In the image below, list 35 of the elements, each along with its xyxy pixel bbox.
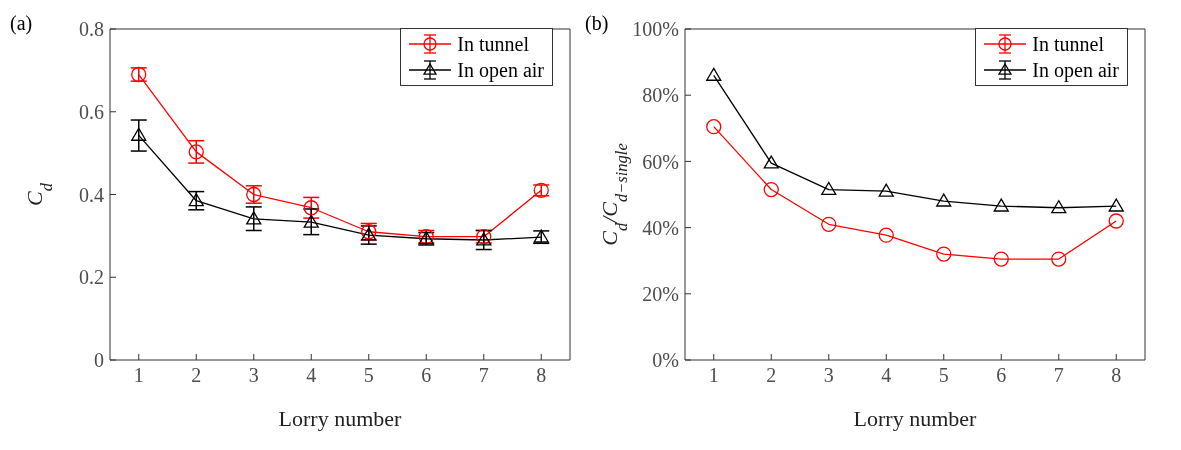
y-tick-label: 0.6 — [79, 100, 104, 123]
x-tick-label: 7 — [1053, 364, 1064, 387]
x-tick-label: 5 — [363, 364, 374, 387]
legend-label: In tunnel — [1032, 32, 1105, 56]
y-tick-label: 0.8 — [79, 18, 104, 41]
x-tick-label: 4 — [881, 364, 892, 387]
x-tick-label: 8 — [1111, 364, 1122, 387]
y-tick-label: 0% — [652, 349, 679, 372]
y-tick-label: 0 — [94, 349, 104, 372]
y-tick-label: 40% — [642, 216, 679, 239]
y-tick-label: 80% — [642, 84, 679, 107]
legend-label: In open air — [1032, 58, 1119, 82]
x-tick-label: 1 — [708, 364, 719, 387]
x-tick-label: 7 — [478, 364, 489, 387]
y-tick-label: 0.4 — [79, 183, 104, 206]
x-tick-label: 4 — [306, 364, 317, 387]
x-tick-label: 3 — [823, 364, 834, 387]
y-tick-label: 0.2 — [79, 266, 104, 289]
x-tick-label: 6 — [996, 364, 1007, 387]
chart-title: (b) — [585, 12, 609, 35]
x-tick-label: 5 — [938, 364, 949, 387]
chart-title: (a) — [10, 12, 33, 35]
y-tick-label: 100% — [632, 18, 679, 41]
legend-label: In tunnel — [457, 32, 530, 56]
y-tick-label: 20% — [642, 282, 679, 305]
x-axis-title: Lorry number — [278, 406, 403, 431]
x-tick-label: 8 — [536, 364, 547, 387]
x-tick-label: 2 — [766, 364, 777, 387]
x-axis-title: Lorry number — [853, 406, 978, 431]
legend-label: In open air — [457, 58, 544, 82]
x-tick-label: 6 — [421, 364, 432, 387]
y-tick-label: 60% — [642, 150, 679, 173]
x-tick-label: 2 — [191, 364, 202, 387]
x-tick-label: 3 — [248, 364, 259, 387]
x-tick-label: 1 — [133, 364, 144, 387]
